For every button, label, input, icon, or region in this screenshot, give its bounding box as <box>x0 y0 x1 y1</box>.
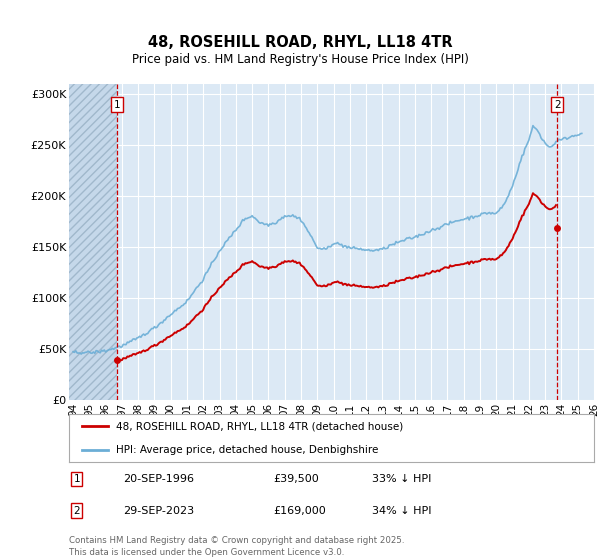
Text: £39,500: £39,500 <box>273 474 319 484</box>
Text: 48, ROSEHILL ROAD, RHYL, LL18 4TR: 48, ROSEHILL ROAD, RHYL, LL18 4TR <box>148 35 452 50</box>
Text: 33% ↓ HPI: 33% ↓ HPI <box>372 474 431 484</box>
Text: Price paid vs. HM Land Registry's House Price Index (HPI): Price paid vs. HM Land Registry's House … <box>131 53 469 66</box>
Text: HPI: Average price, detached house, Denbighshire: HPI: Average price, detached house, Denb… <box>116 445 379 455</box>
Text: £169,000: £169,000 <box>273 506 326 516</box>
Point <box>553 223 562 232</box>
Text: Contains HM Land Registry data © Crown copyright and database right 2025.
This d: Contains HM Land Registry data © Crown c… <box>69 536 404 557</box>
Bar <box>69 84 118 400</box>
Text: 1: 1 <box>114 100 121 110</box>
Point <box>113 356 122 365</box>
Text: 48, ROSEHILL ROAD, RHYL, LL18 4TR (detached house): 48, ROSEHILL ROAD, RHYL, LL18 4TR (detac… <box>116 421 404 431</box>
Text: 1: 1 <box>73 474 80 484</box>
Text: 34% ↓ HPI: 34% ↓ HPI <box>372 506 431 516</box>
Text: 2: 2 <box>554 100 560 110</box>
Text: 2: 2 <box>73 506 80 516</box>
Text: 29-SEP-2023: 29-SEP-2023 <box>123 506 194 516</box>
Text: 20-SEP-1996: 20-SEP-1996 <box>123 474 194 484</box>
